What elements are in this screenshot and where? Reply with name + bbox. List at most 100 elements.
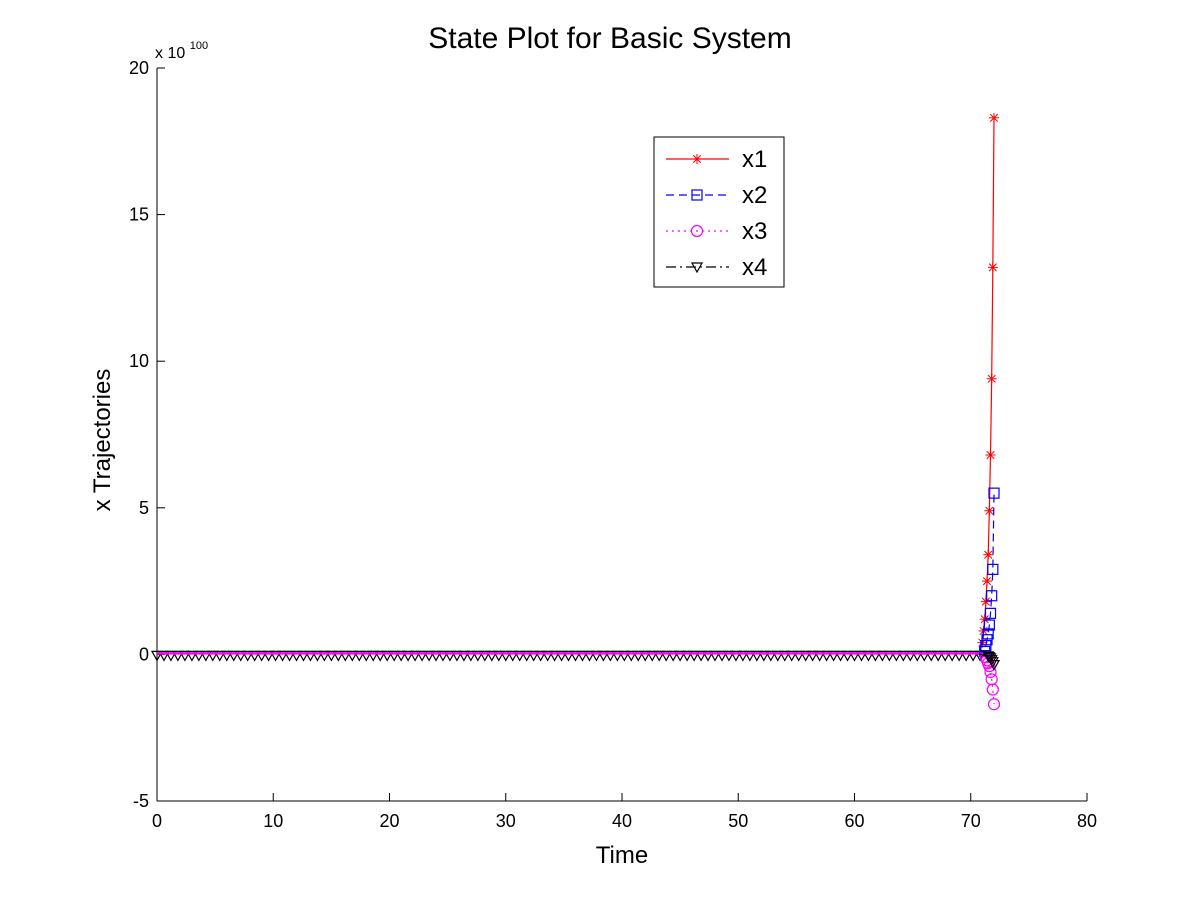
x4-marker: [792, 650, 805, 662]
x4-marker: [262, 650, 275, 662]
y-axis-label: x Trajectories: [89, 369, 116, 512]
x4-marker: [464, 650, 477, 662]
x4-marker: [925, 650, 938, 662]
x4-marker: [618, 650, 631, 662]
y-tick-label: 0: [139, 644, 149, 664]
x4-marker: [715, 650, 728, 662]
x4-marker: [395, 650, 408, 662]
y-multiplier-exponent: 100: [190, 40, 208, 52]
x1-marker: [984, 505, 995, 516]
x4-marker: [248, 650, 261, 662]
x4-marker: [604, 650, 617, 662]
x2-marker: [980, 640, 992, 652]
x4-marker: [409, 650, 422, 662]
x4-marker: [325, 650, 338, 662]
x4-marker: [436, 650, 449, 662]
x4-marker: [827, 650, 840, 662]
x4-marker: [904, 650, 917, 662]
x4-marker: [332, 650, 345, 662]
x4-marker: [862, 650, 875, 662]
x4-marker: [778, 650, 791, 662]
x4-marker: [918, 650, 931, 662]
x4-marker: [576, 650, 589, 662]
x4-marker: [227, 650, 240, 662]
y-tick-label: 15: [129, 205, 149, 225]
x3-marker: [987, 698, 1001, 711]
x4-marker: [674, 650, 687, 662]
x1-marker: [983, 549, 994, 560]
x4-marker: [750, 650, 763, 662]
x4-marker: [757, 650, 770, 662]
x4-marker: [639, 650, 652, 662]
x4-marker: [318, 650, 331, 662]
x4-marker: [883, 650, 896, 662]
series-line-x3: [978, 653, 995, 705]
x4-marker: [234, 650, 247, 662]
x4-marker: [939, 650, 952, 662]
x4-marker: [681, 650, 694, 662]
x4-marker: [806, 650, 819, 662]
x1-marker: [985, 450, 996, 461]
x4-marker: [185, 650, 198, 662]
x4-marker: [457, 650, 470, 662]
plot-area: [156, 68, 1087, 802]
y-multiplier-base: x 10: [155, 45, 185, 62]
x4-marker: [632, 650, 645, 662]
x4-marker: [478, 650, 491, 662]
x4-marker: [416, 650, 429, 662]
x1-marker: [982, 576, 993, 587]
x4-marker: [311, 650, 324, 662]
x4-marker: [402, 650, 415, 662]
x4-marker: [548, 650, 561, 662]
x4-marker: [346, 650, 359, 662]
x4-marker: [283, 650, 296, 662]
x4-marker: [276, 650, 289, 662]
x4-marker: [297, 650, 310, 662]
x4-marker: [876, 650, 889, 662]
x4-marker: [848, 650, 861, 662]
x4-marker: [953, 650, 966, 662]
x3-marker: [985, 673, 998, 686]
x-tick-label: 30: [496, 811, 516, 831]
x4-marker: [708, 650, 722, 662]
x2-marker: [982, 628, 994, 640]
chart-title: State Plot for Basic System: [428, 22, 791, 55]
legend-box: [653, 136, 785, 288]
x4-marker: [597, 650, 610, 662]
x4-marker: [450, 650, 463, 662]
x4-marker: [743, 650, 756, 662]
x4-marker: [290, 650, 303, 662]
x4-marker: [443, 650, 456, 662]
x4-marker: [764, 650, 777, 662]
flat-segment-markers: [150, 650, 987, 662]
x4-marker: [702, 650, 715, 662]
x4-marker: [492, 650, 505, 662]
x4-marker: [611, 650, 624, 662]
x4-marker: [771, 650, 784, 662]
x1-marker: [989, 112, 999, 123]
x-axis-ticks: 0 10 20 30 40 50 60 70 80: [152, 793, 1097, 831]
x4-marker: [987, 660, 1001, 671]
x4-marker: [813, 650, 826, 662]
legend-item-x3: x3: [666, 218, 767, 245]
plot-background: [157, 68, 1087, 801]
x4-marker: [729, 650, 742, 662]
square-icon: [691, 189, 703, 201]
triangle-down-icon: [690, 262, 704, 274]
x2-marker: [988, 487, 1000, 499]
x4-marker: [841, 650, 854, 662]
x4-marker: [381, 650, 394, 662]
x4-marker: [695, 650, 708, 662]
x2-marker: [984, 607, 997, 619]
x1-marker: [986, 373, 997, 384]
x4-marker: [646, 650, 659, 662]
x-tick-label: 80: [1077, 811, 1097, 831]
x4-marker: [534, 650, 547, 662]
legend-item-x1: x1: [666, 146, 767, 173]
legend-item-x2: x2: [666, 182, 767, 209]
legend-label: x4: [742, 254, 767, 281]
x4-marker: [653, 650, 666, 662]
x4-marker: [485, 650, 498, 662]
x4-marker: [471, 650, 484, 662]
